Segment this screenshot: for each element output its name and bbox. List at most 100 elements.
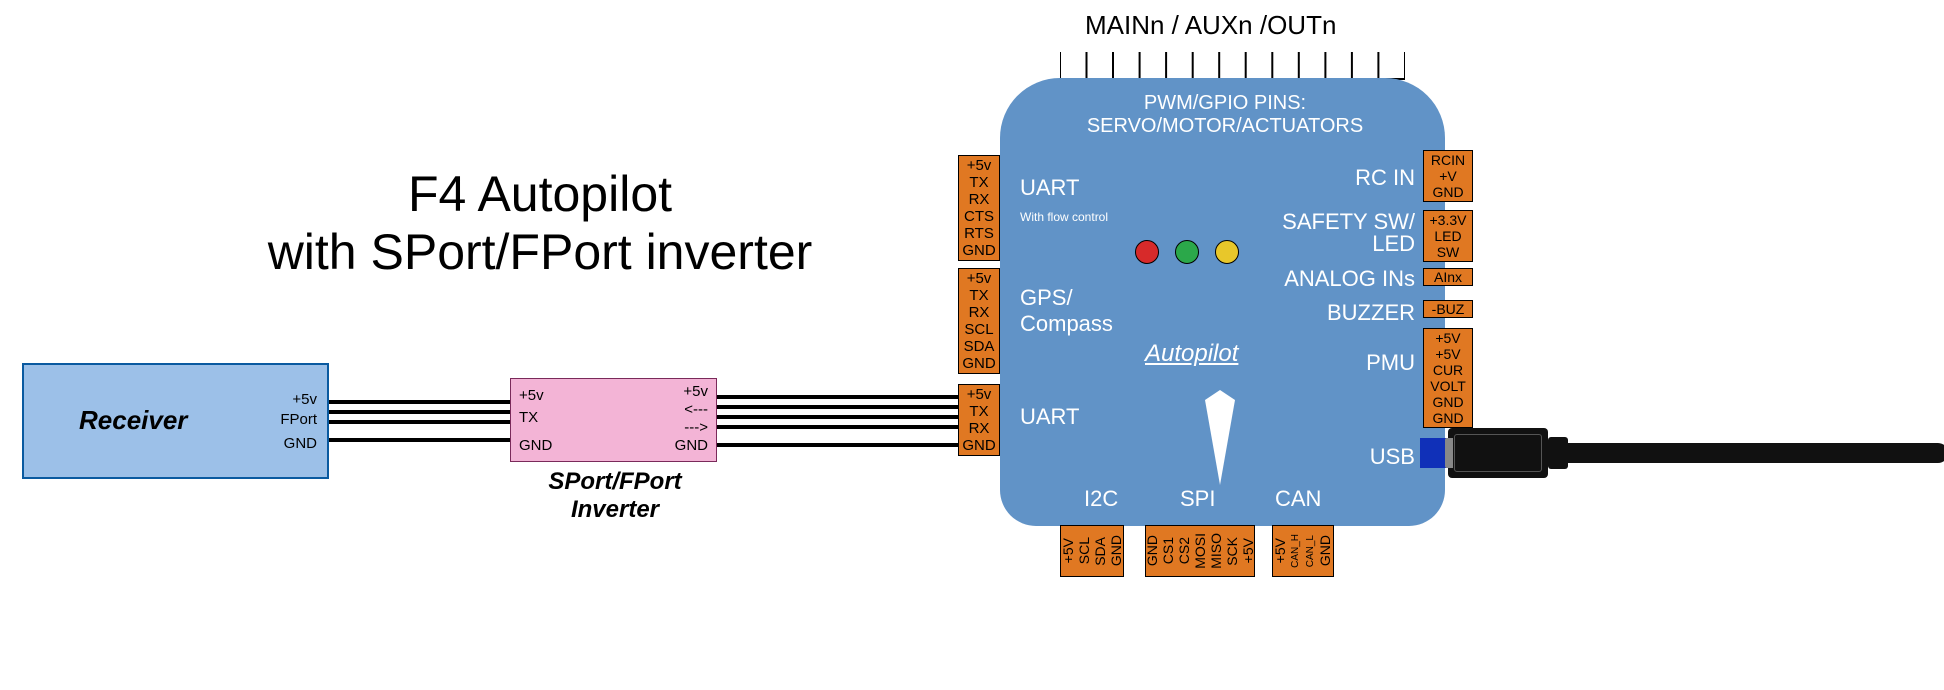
inverter-label-l2: Inverter <box>520 496 710 524</box>
pin: RTS <box>959 225 999 242</box>
inv-right-out: ---> <box>684 419 708 437</box>
i2c-label: I2C <box>1084 486 1118 512</box>
autopilot-arrow <box>1195 390 1245 495</box>
pin: GND <box>959 355 999 372</box>
port-safety: +3.3V LED SW <box>1423 210 1473 262</box>
can-label: CAN <box>1275 486 1321 512</box>
pin: -BUZ <box>1424 301 1472 317</box>
safety-led-text: LED <box>1275 233 1415 255</box>
receiver-box: Receiver +5v FPort GND <box>22 363 329 479</box>
pin: CAN_L <box>1303 535 1318 567</box>
pin: TX <box>959 403 999 420</box>
pin: RX <box>959 420 999 437</box>
pin: GND <box>959 242 999 259</box>
analog-label: ANALOG INs <box>1280 266 1415 292</box>
autopilot-center-label: Autopilot <box>1145 340 1238 368</box>
port-can: +5V CAN_H CAN_L GND <box>1272 525 1334 577</box>
header-pins-text: MAINn / AUXn /OUTn <box>1085 10 1336 41</box>
usb-plug-body <box>1448 428 1548 478</box>
usb-plug-tip <box>1445 438 1453 468</box>
receiver-label: Receiver <box>79 405 187 436</box>
usb-label: USB <box>1355 444 1415 470</box>
pin: GND <box>1109 535 1124 566</box>
port-spi: GND CS1 CS2 MOSI MISO SCK +5V <box>1145 525 1255 577</box>
port-uart-fc: +5v TX RX CTS RTS GND <box>958 155 1000 261</box>
pin: CAN_H <box>1288 534 1303 568</box>
pin: GND <box>1424 184 1472 200</box>
pwm-label: PWM/GPIO PINS: SERVO/MOTOR/ACTUATORS <box>1075 92 1375 138</box>
pin: MISO <box>1209 533 1224 569</box>
pin: +5V <box>1273 538 1288 563</box>
inv-right-in: <--- <box>684 401 708 419</box>
wire <box>327 438 512 442</box>
port-analog: AInx <box>1423 268 1473 286</box>
safety-label: SAFETY SW/ LED <box>1275 211 1415 255</box>
usb-cable <box>1548 443 1944 463</box>
pin: MOSI <box>1193 533 1208 569</box>
gps-label: GPS/ Compass <box>1020 285 1113 337</box>
usb-strain-relief <box>1548 437 1568 469</box>
port-rcin: RCIN +V GND <box>1423 150 1473 202</box>
pin: LED <box>1424 228 1472 244</box>
rcin-label: RC IN <box>1335 165 1415 191</box>
pin: CTS <box>959 208 999 225</box>
pin: +5V <box>1241 538 1256 563</box>
pin: RX <box>959 304 999 321</box>
pmu-label: PMU <box>1355 350 1415 376</box>
pin: SCL <box>1077 537 1092 564</box>
pin: SW <box>1424 244 1472 260</box>
inverter-label-l1: SPort/FPort <box>520 468 710 496</box>
receiver-pin-gnd: GND <box>284 435 317 453</box>
inverter-label: SPort/FPort Inverter <box>520 468 710 524</box>
pin: +5v <box>959 157 999 174</box>
inv-left-tx: TX <box>519 409 538 427</box>
pin: VOLT <box>1424 378 1472 394</box>
port-pmu: +5V +5V CUR VOLT GND GND <box>1423 328 1473 428</box>
pin: SDA <box>1093 537 1108 566</box>
uart-fc-sub: With flow control <box>1020 210 1108 224</box>
inverter-box: +5v TX GND +5v <--- ---> GND <box>510 378 717 462</box>
uart-fc-label: UART With flow control <box>1020 175 1108 227</box>
port-gps: +5v TX RX SCL SDA GND <box>958 268 1000 374</box>
usb-port <box>1420 438 1448 468</box>
pin: GND <box>1318 535 1333 566</box>
receiver-pin-fport: FPort <box>280 411 317 429</box>
pwm-line2: SERVO/MOTOR/ACTUATORS <box>1075 115 1375 138</box>
uart-fc-text: UART <box>1020 175 1080 200</box>
pin: SDA <box>959 338 999 355</box>
pin: GND <box>959 437 999 454</box>
safety-text: SAFETY SW/ <box>1275 211 1415 233</box>
pin: +5V <box>1061 538 1076 563</box>
port-buzzer: -BUZ <box>1423 300 1473 318</box>
pin: TX <box>959 287 999 304</box>
pin: SCK <box>1225 537 1240 566</box>
pin: +5v <box>959 270 999 287</box>
pin-comb <box>1060 44 1405 80</box>
wire <box>715 425 960 429</box>
pin: RCIN <box>1424 152 1472 168</box>
inv-left-5v: +5v <box>519 387 544 405</box>
pin-comb-svg <box>1060 44 1405 80</box>
diagram-title: F4 Autopilot with SPort/FPort inverter <box>220 165 860 281</box>
pin: CUR <box>1424 362 1472 378</box>
pin: GND <box>1424 410 1472 426</box>
pin: GND <box>1424 394 1472 410</box>
pin: +V <box>1424 168 1472 184</box>
pin: GND <box>1145 535 1160 566</box>
title-line2: with SPort/FPort inverter <box>220 223 860 281</box>
receiver-pin-5v: +5v <box>292 391 317 409</box>
pin: RX <box>959 191 999 208</box>
pwm-line1: PWM/GPIO PINS: <box>1075 92 1375 115</box>
title-line1: F4 Autopilot <box>220 165 860 223</box>
wire <box>327 420 512 424</box>
buzzer-label: BUZZER <box>1320 300 1415 326</box>
pin: +5V <box>1424 330 1472 346</box>
led-yellow <box>1215 240 1239 264</box>
inv-left-gnd: GND <box>519 437 552 455</box>
pin: +5V <box>1424 346 1472 362</box>
inv-right-5v: +5v <box>683 383 708 401</box>
inv-right-gnd: GND <box>675 437 708 455</box>
uart2-label: UART <box>1020 404 1080 430</box>
pin: CS1 <box>1161 537 1176 564</box>
gps-text: GPS/ <box>1020 285 1073 310</box>
